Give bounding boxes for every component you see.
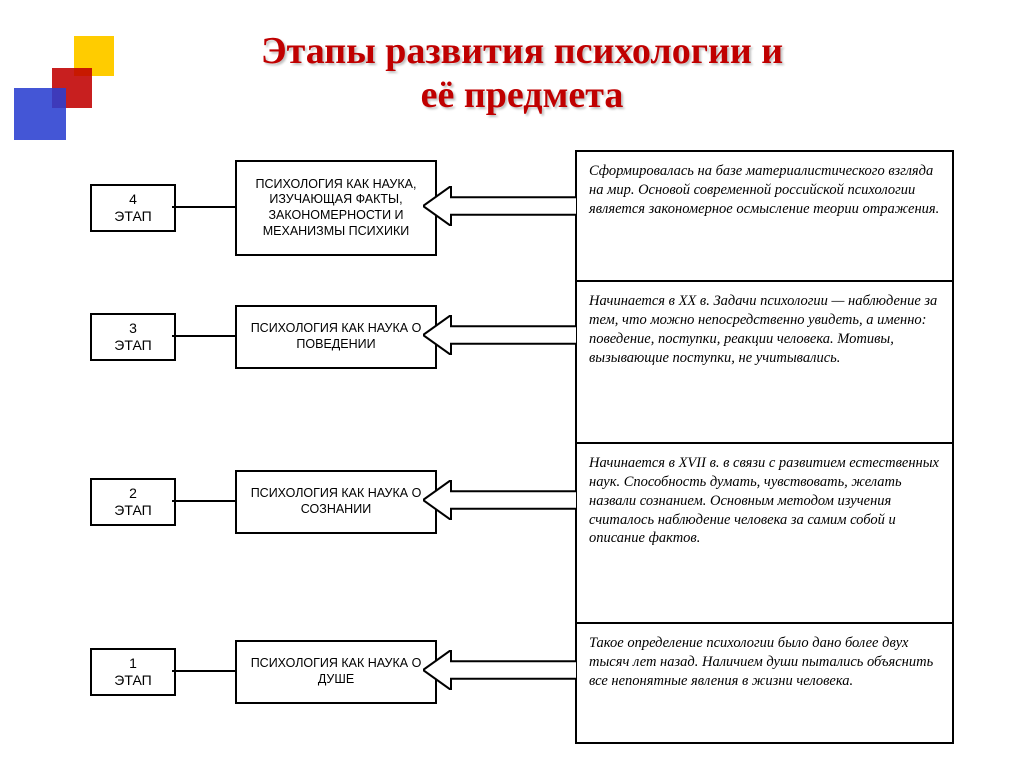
stage-definition-2: ПСИХОЛОГИЯ КАК НАУКА О СОЗНАНИИ [235, 470, 437, 534]
stage-label-1: 1ЭТАП [90, 648, 176, 696]
connector-3 [172, 335, 235, 337]
stage-description-1: Такое определение психологии было дано б… [577, 624, 952, 742]
stage-definition-3: ПСИХОЛОГИЯ КАК НАУКА О ПОВЕДЕНИИ [235, 305, 437, 369]
connector-4 [172, 206, 235, 208]
stage-definition-4: ПСИХОЛОГИЯ КАК НАУКА, ИЗУЧАЮЩАЯ ФАКТЫ, З… [235, 160, 437, 256]
connector-1 [172, 670, 235, 672]
arrow-3 [423, 315, 577, 355]
stage-description-2: Начинается в XVII в. в связи с развитием… [577, 444, 952, 624]
square-blue [14, 88, 66, 140]
arrow-1 [423, 650, 577, 690]
arrow-2 [423, 480, 577, 520]
title-line-1: Этапы развития психологии и [261, 30, 783, 72]
stages-diagram: Сформировалась на базе материалистическо… [70, 150, 970, 740]
description-column: Сформировалась на базе материалистическо… [575, 150, 954, 744]
stage-description-3: Начинается в XX в. Задачи психологии — н… [577, 282, 952, 444]
title-line-2: её предмета [421, 74, 624, 116]
stage-label-4: 4ЭТАП [90, 184, 176, 232]
stage-description-4: Сформировалась на базе материалистическо… [577, 152, 952, 282]
stage-label-2: 2ЭТАП [90, 478, 176, 526]
decorative-squares [14, 36, 104, 126]
stage-definition-1: ПСИХОЛОГИЯ КАК НАУКА О ДУШЕ [235, 640, 437, 704]
stage-label-3: 3ЭТАП [90, 313, 176, 361]
arrow-4 [423, 186, 577, 226]
connector-2 [172, 500, 235, 502]
page-title: Этапы развития психологии и её предмета [130, 0, 914, 117]
